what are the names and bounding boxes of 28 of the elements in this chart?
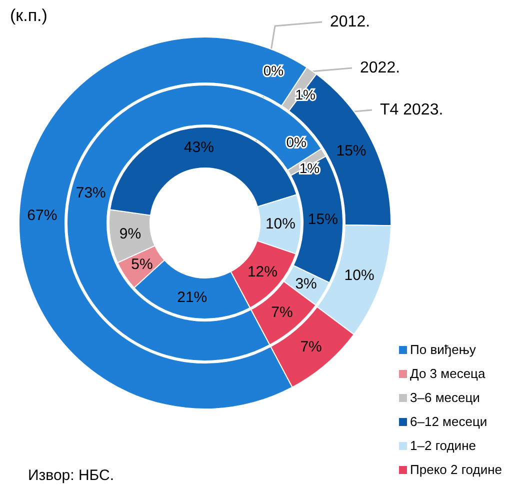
text: 0% [286,134,306,150]
data-label: 21% [177,288,208,306]
data-label: 9% [119,225,142,242]
legend-label: По виђењу [410,341,476,359]
data-label: 10% [265,216,296,233]
data-label: 15% [336,142,366,160]
legend-label: 3–6 месеци [410,389,480,407]
data-label: 7% [300,338,322,356]
text: Извор: НБС. [28,467,114,484]
chart-subtitle: (к.п.) [10,6,48,26]
data-label: 1% [299,160,320,176]
data-label: 43% [184,139,214,156]
legend-label: Преко 2 године [410,461,502,479]
legend-label: 6–12 месеци [410,413,488,431]
slice-label: 2022. [360,60,400,76]
data-label: 15% [308,211,338,228]
data-label: 3% [295,275,317,292]
slice-label: 2012. [330,14,370,30]
legend-label: 1–2 године [410,437,476,455]
data-label: 12% [247,263,278,280]
data-label: 73% [76,184,106,202]
text: 0% [263,62,284,79]
data-label: 7% [271,304,293,321]
data-label: 67% [27,207,58,224]
legend-label: Т4 2023. [380,102,444,118]
data-label: 10% [344,267,374,284]
data-label: 5% [131,256,153,274]
legend-label: До 3 месеца [410,365,486,383]
